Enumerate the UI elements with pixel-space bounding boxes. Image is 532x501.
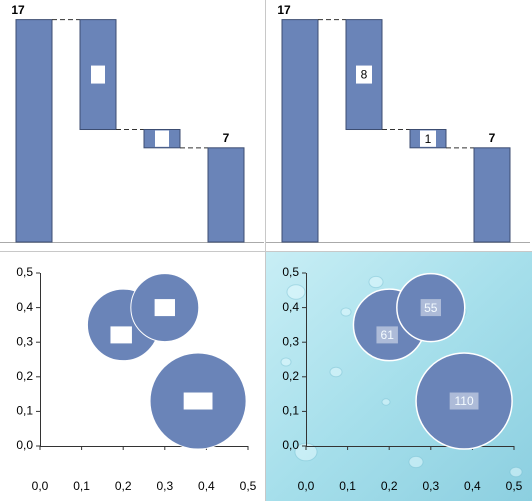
x-tick-label: 0,3	[156, 479, 173, 493]
label-box	[420, 130, 436, 147]
y-tick-label: 0,2	[16, 369, 33, 383]
x-tick-label: 0,2	[115, 479, 132, 493]
data-label: 7	[489, 131, 496, 145]
y-tick-label: 0,0	[282, 438, 299, 452]
x-tick-label: 0,1	[339, 479, 356, 493]
y-tick-label: 0,5	[282, 265, 299, 279]
y-tick-label: 0,3	[282, 334, 299, 348]
label-box	[154, 299, 175, 317]
data-label: 17	[11, 3, 25, 17]
y-tick-label: 0,2	[282, 369, 299, 383]
label-box	[155, 130, 169, 147]
label-box	[91, 65, 105, 84]
panel: 0,0 0,1 0,2 0,3 0,4 0,5 0,0 0,1 0,2 0,3 0,4 0,5 61 55…	[266, 252, 532, 501]
y-tick-label: 0,4	[16, 300, 33, 314]
bubble	[396, 272, 466, 343]
label-box	[110, 326, 132, 344]
y-tick-label: 0,1	[16, 404, 33, 418]
data-label: 7	[223, 131, 230, 145]
bar	[15, 19, 53, 243]
data-label: 17	[277, 3, 291, 17]
label-box	[376, 326, 398, 344]
x-tick-label: 0,0	[32, 479, 49, 493]
bar	[281, 19, 319, 243]
y-tick-label: 0,5	[16, 265, 33, 279]
y-tick-label: 0,3	[16, 334, 33, 348]
y-tick-label: 0,0	[16, 438, 33, 452]
water-drop	[329, 366, 343, 378]
x-tick-label: 0,4	[464, 479, 481, 493]
data-label: 8	[361, 68, 368, 82]
bar	[473, 147, 511, 243]
data-label: 61	[381, 328, 395, 342]
bubble	[415, 352, 513, 450]
x-tick-label: 0,3	[422, 479, 439, 493]
panel: 0,0 0,1 0,2 0,3 0,4 0,5 0,0 0,1 0,2 0,3 0,4 0,5	[16, 265, 256, 493]
water-drop	[286, 284, 306, 300]
water-drop	[340, 307, 352, 317]
x-tick-label: 0,0	[298, 479, 315, 493]
label-box	[420, 299, 441, 317]
label-box	[183, 392, 213, 410]
water-drop	[280, 357, 292, 367]
data-label: 1	[425, 132, 432, 146]
water-drop	[408, 455, 424, 469]
data-label: 55	[424, 301, 438, 315]
label-box	[449, 392, 479, 410]
y-tick-label: 0,1	[282, 404, 299, 418]
water-drop	[368, 275, 384, 289]
x-tick-label: 0,5	[506, 479, 523, 493]
water-drop	[509, 466, 523, 478]
bar	[207, 147, 245, 243]
x-tick-label: 0,4	[198, 479, 215, 493]
label-box	[356, 65, 372, 84]
x-tick-label: 0,1	[73, 479, 90, 493]
panel: 17 7	[0, 3, 264, 243]
data-label: 110	[455, 394, 474, 408]
y-tick-label: 0,4	[282, 300, 299, 314]
water-drop	[381, 398, 391, 406]
x-tick-label: 0,5	[240, 479, 257, 493]
x-tick-label: 0,2	[381, 479, 398, 493]
